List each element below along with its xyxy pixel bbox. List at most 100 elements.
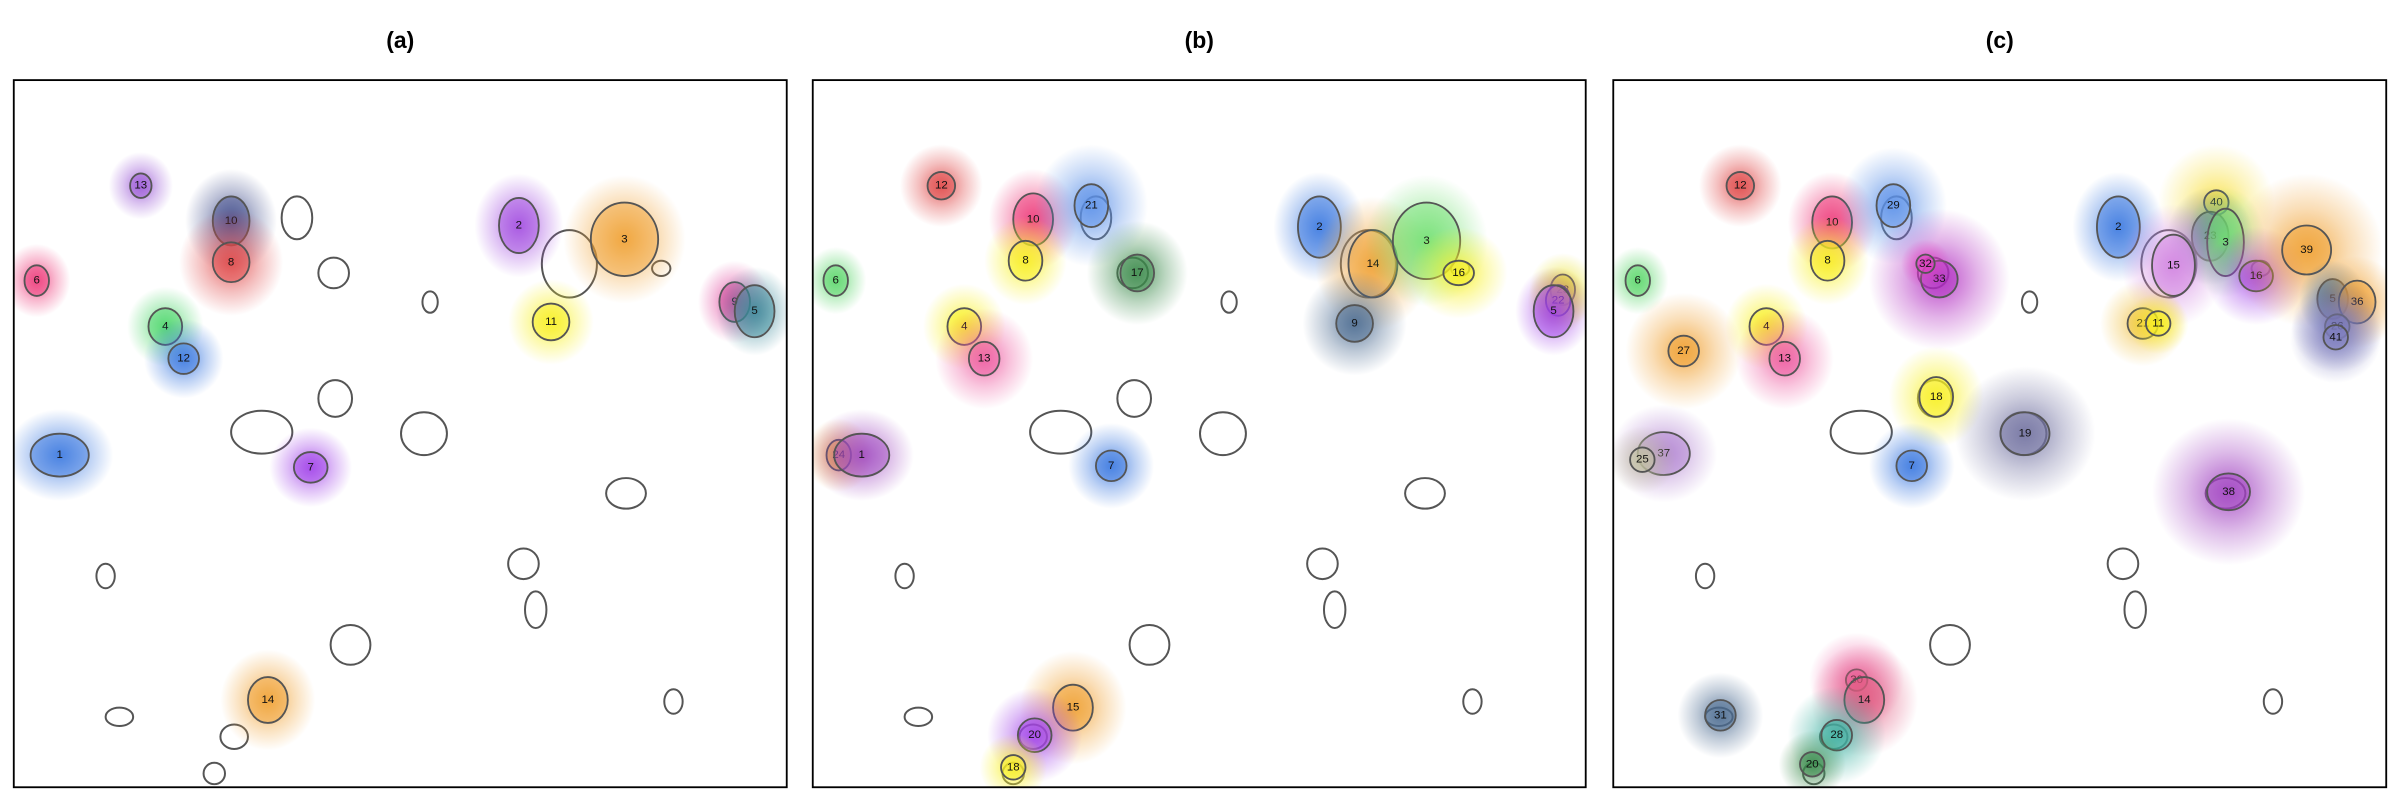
blob-glow (269, 427, 353, 508)
blob (1667, 334, 1700, 368)
blob-glow (2127, 292, 2189, 355)
panel-content: 1210298333224023315163962111413275362641… (1613, 144, 2387, 788)
blob-glow (716, 266, 787, 356)
panel: (a)1310823641211951714 (12, 27, 788, 789)
cell-outline (202, 761, 226, 786)
blob (2281, 224, 2333, 276)
blob (1629, 446, 1656, 473)
blob-glow (474, 173, 564, 278)
blob-label: 31 (1714, 709, 1727, 721)
blob-label: 18 (1930, 391, 1943, 403)
blob-label: 2 (516, 220, 522, 232)
cell-outline (1199, 411, 1247, 457)
blob-label: 1 (859, 449, 865, 461)
blob-label: 39 (2300, 244, 2313, 256)
blob-glow (1778, 730, 1846, 788)
blob-glow (2152, 418, 2306, 566)
panel: (c)1210298333224023315163962111413275362… (1612, 27, 2388, 789)
blob-label: 12 (935, 180, 948, 192)
blob-glow (1735, 308, 1834, 410)
blob-label: 13 (1778, 353, 1791, 365)
panel: (b)12102181721431664139232252417152018 (811, 27, 1587, 789)
blob-label: 29 (1887, 200, 1900, 212)
blob (1624, 264, 1651, 297)
cell-outline (1929, 624, 1971, 666)
blob (926, 171, 957, 201)
blob (1799, 751, 1826, 778)
blob-label: 2 (2115, 221, 2121, 233)
blob-label: 11 (545, 316, 557, 328)
blob (822, 264, 849, 297)
panel-frame (1612, 79, 2388, 789)
blob-label: 3 (621, 233, 627, 245)
blob-glow (563, 175, 686, 304)
blob-label: 6 (833, 275, 839, 287)
blob-label: 14 (261, 694, 274, 706)
blob (247, 676, 289, 724)
blob-label: 8 (1022, 255, 1028, 267)
blob (23, 264, 50, 297)
panel-frame (12, 79, 788, 789)
blob-glow (900, 144, 983, 228)
blob (2322, 324, 2349, 351)
blob-glow (108, 152, 173, 220)
blob (1532, 284, 1575, 339)
blob (1095, 449, 1128, 483)
cell-outline (1306, 547, 1339, 581)
blob-glow (984, 216, 1067, 306)
blob-label: 25 (1636, 454, 1649, 466)
blob (1442, 259, 1475, 287)
blob-label: 1 (56, 449, 62, 461)
blob-glow (1954, 366, 2096, 502)
blob-label: 12 (1734, 180, 1747, 192)
blob-glow (1409, 227, 1508, 319)
blob-glow (1068, 422, 1155, 509)
blob (1000, 754, 1027, 781)
blob (292, 451, 329, 484)
blob-label: 41 (2329, 331, 2342, 343)
blob (498, 197, 540, 254)
cell-outline (95, 562, 116, 590)
cell-outline (400, 411, 448, 457)
blob-glow (13, 243, 71, 318)
cell-outline (1322, 590, 1347, 630)
blob-glow (1698, 144, 1782, 228)
blob-glow (1868, 422, 1955, 509)
blob-glow (935, 308, 1034, 410)
blob-label: 6 (34, 275, 40, 287)
blob-glow (2289, 291, 2382, 384)
blob (1915, 253, 1936, 274)
blob-label: 21 (1085, 200, 1098, 212)
blob-glow (812, 246, 867, 315)
cell-outline (663, 688, 684, 715)
cell-outline (280, 195, 314, 241)
cell-outline (2020, 290, 2039, 314)
blob-label: 32 (1919, 258, 1932, 270)
blob-label: 9 (1351, 318, 1357, 330)
blob (29, 432, 90, 478)
blob (967, 340, 1001, 377)
blob-label: 7 (1909, 460, 1915, 472)
blob-label: 18 (1007, 761, 1020, 773)
cell-outline (2123, 590, 2147, 630)
cell-outline (1116, 379, 1153, 418)
panel-label: (c) (1986, 27, 2014, 53)
blob (1999, 411, 2051, 457)
panel-label: (a) (386, 27, 414, 53)
blob-glow (13, 409, 114, 502)
blob-label: 38 (2222, 486, 2235, 498)
blob-glow (1613, 426, 1677, 494)
cell-outline (1404, 477, 1446, 510)
panel-label: (b) (1185, 27, 1214, 53)
blob-label: 19 (2019, 428, 2032, 440)
blob (589, 201, 660, 277)
blob-glow (220, 649, 316, 751)
blob (1918, 376, 1954, 418)
blob-label: 27 (1677, 345, 1690, 357)
blob-glow (1613, 246, 1669, 315)
blob-glow (1302, 271, 1407, 376)
blob-label: 8 (1824, 255, 1830, 267)
blob (1007, 239, 1044, 282)
